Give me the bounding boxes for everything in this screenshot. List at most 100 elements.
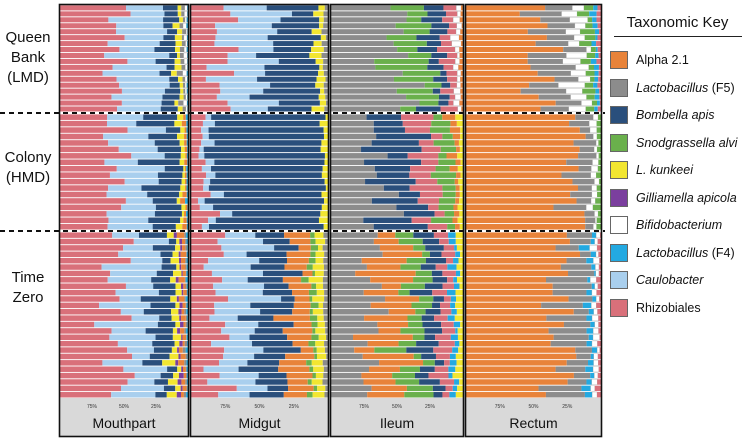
bar-segment bbox=[548, 328, 587, 334]
bar-segment bbox=[183, 321, 186, 328]
bar-segment bbox=[203, 185, 209, 191]
bar-segment bbox=[175, 277, 179, 283]
bar-segment bbox=[178, 277, 185, 283]
bar-segment bbox=[316, 289, 325, 296]
bar-segment bbox=[155, 58, 175, 64]
bar-segment bbox=[331, 296, 386, 302]
legend-label-italic: Caulobacter bbox=[636, 273, 704, 287]
bar-segment bbox=[527, 52, 567, 58]
bar-segment bbox=[323, 366, 328, 372]
bar-segment bbox=[185, 178, 187, 185]
bar-segment bbox=[167, 379, 178, 385]
bar-segment bbox=[180, 127, 185, 133]
bar-segment bbox=[407, 315, 422, 321]
bar-segment bbox=[60, 334, 110, 341]
bar-segment bbox=[578, 185, 592, 191]
bar-segment bbox=[588, 334, 594, 341]
bar-segment bbox=[568, 270, 595, 277]
bar-segment bbox=[425, 309, 441, 315]
bar-segment bbox=[431, 270, 443, 277]
bar-segment bbox=[323, 283, 328, 289]
bar-segment bbox=[127, 58, 156, 64]
bar-segment bbox=[277, 29, 312, 35]
bar-segment bbox=[183, 88, 186, 94]
bar-segment bbox=[186, 70, 188, 76]
bar-segment bbox=[435, 353, 450, 360]
bar-segment bbox=[209, 315, 238, 321]
bar-segment bbox=[466, 23, 548, 29]
bar-segment bbox=[169, 52, 178, 58]
bar-segment bbox=[331, 120, 374, 127]
bar-segment bbox=[102, 360, 143, 366]
bar-segment bbox=[185, 315, 188, 321]
bar-segment bbox=[316, 283, 324, 289]
bar-segment bbox=[331, 372, 362, 379]
bar-segment bbox=[326, 100, 328, 106]
bar-segment bbox=[442, 17, 454, 23]
bar-segment bbox=[325, 328, 328, 334]
bar-segment bbox=[182, 302, 186, 309]
bar-segment bbox=[178, 372, 184, 379]
bar-segment bbox=[159, 315, 172, 321]
bar-segment bbox=[182, 334, 187, 341]
bar-segment bbox=[595, 270, 600, 277]
bar-segment bbox=[331, 106, 401, 112]
bar-segment bbox=[538, 94, 571, 100]
bar-segment bbox=[323, 11, 328, 17]
bar-segment bbox=[247, 360, 280, 366]
bar-segment bbox=[450, 82, 457, 88]
legend-swatch bbox=[610, 188, 628, 207]
bar-segment bbox=[593, 223, 597, 230]
bar-segment bbox=[185, 198, 188, 204]
bar-segment bbox=[166, 392, 177, 398]
bar-segment bbox=[593, 308, 598, 315]
bar-segment bbox=[282, 328, 313, 334]
bar-segment bbox=[186, 82, 188, 88]
bar-segment bbox=[395, 232, 414, 238]
bar-segment bbox=[230, 106, 268, 112]
bar-segment bbox=[331, 270, 356, 277]
bar-segment bbox=[331, 114, 367, 120]
bar-segment bbox=[191, 223, 202, 230]
bar-segment bbox=[408, 52, 432, 58]
bar-segment bbox=[313, 385, 318, 392]
bar-segment bbox=[60, 159, 105, 166]
bar-segment bbox=[593, 114, 599, 121]
bar-segment bbox=[177, 133, 185, 140]
bar-segment bbox=[466, 366, 556, 372]
bar-segment bbox=[292, 289, 309, 296]
bar-segment bbox=[331, 76, 394, 82]
bar-segment bbox=[60, 23, 117, 29]
bar-segment bbox=[457, 165, 463, 172]
bar-segment bbox=[187, 245, 188, 251]
bar-segment bbox=[566, 159, 593, 166]
bar-segment bbox=[597, 392, 601, 398]
bar-segment bbox=[594, 283, 598, 290]
bar-segment bbox=[423, 360, 435, 366]
bar-segment bbox=[198, 198, 205, 204]
bar-segment bbox=[324, 251, 328, 258]
bar-segment bbox=[60, 277, 108, 283]
bar-segment bbox=[191, 277, 223, 283]
bar-segment bbox=[331, 251, 383, 258]
bar-segment bbox=[60, 347, 128, 353]
bar-segment bbox=[555, 245, 579, 251]
bar-segment bbox=[404, 127, 430, 133]
bar-segment bbox=[550, 340, 587, 347]
bar-segment bbox=[598, 360, 601, 366]
bar-segment bbox=[176, 232, 185, 238]
bar-segment bbox=[60, 58, 128, 64]
bar-segment bbox=[125, 283, 154, 289]
bar-segment bbox=[183, 165, 186, 172]
bar-segment bbox=[579, 127, 591, 133]
bar-segment bbox=[452, 133, 461, 140]
bar-segment bbox=[590, 385, 595, 392]
bar-segment bbox=[186, 283, 188, 289]
bar-segment bbox=[315, 58, 324, 64]
bar-segment bbox=[177, 328, 181, 334]
bar-segment bbox=[315, 82, 324, 88]
bar-segment bbox=[184, 76, 188, 82]
bar-segment bbox=[310, 245, 319, 251]
bar-segment bbox=[393, 76, 434, 82]
bar-segment bbox=[274, 245, 299, 251]
